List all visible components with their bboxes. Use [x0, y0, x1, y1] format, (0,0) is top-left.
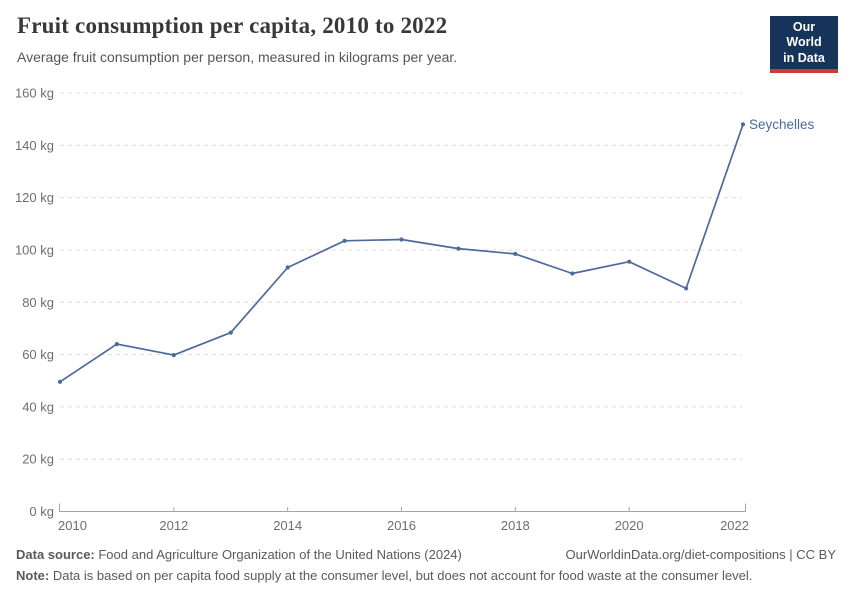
chart-header: Fruit consumption per capita, 2010 to 20…	[17, 13, 747, 65]
y-tick-label: 60 kg	[22, 347, 54, 362]
data-point	[228, 330, 233, 335]
x-tick-label: 2020	[615, 518, 644, 533]
data-source-value: Food and Agriculture Organization of the…	[94, 547, 462, 562]
note: Note: Data is based on per capita food s…	[16, 568, 752, 583]
data-point	[399, 237, 404, 242]
data-point	[570, 271, 575, 276]
data-point	[740, 122, 746, 127]
x-tick-label: 2018	[501, 518, 530, 533]
data-point	[171, 353, 176, 358]
data-line	[59, 123, 744, 383]
y-tick-label: 160 kg	[15, 86, 54, 101]
owid-logo-line1: Our World	[786, 20, 822, 50]
attribution-link[interactable]: OurWorldinData.org/diet-compositions | C…	[565, 547, 836, 562]
x-axis-line	[59, 503, 746, 512]
note-label: Note:	[16, 568, 50, 583]
x-tick-label: 2016	[387, 518, 416, 533]
x-tick-label: 2014	[273, 518, 302, 533]
data-point	[342, 238, 347, 243]
data-point	[114, 342, 119, 347]
fruit-consumption-line-chart: 0 kg 20 kg 40 kg 60 kg 80 kg 100 kg 120 kg 140 …	[15, 86, 815, 534]
data-point	[456, 246, 461, 251]
data-point	[513, 251, 518, 256]
data-point	[684, 286, 689, 291]
y-tick-label: 100 kg	[15, 242, 54, 257]
y-tick-label: 80 kg	[22, 295, 54, 310]
data-point	[57, 379, 63, 384]
y-tick-label: 140 kg	[15, 138, 54, 153]
data-point	[627, 259, 632, 264]
owid-logo: Our World in Data	[770, 16, 838, 73]
chart-footer: Data source: Food and Agriculture Organi…	[16, 547, 836, 584]
y-tick-label: 20 kg	[22, 452, 54, 467]
page-subtitle: Average fruit consumption per person, me…	[17, 49, 458, 65]
y-tick-label: 120 kg	[15, 190, 54, 205]
y-tick-label: 0 kg	[29, 504, 54, 519]
note-value: Data is based on per capita food supply …	[49, 568, 753, 583]
x-tick-label: 2022	[720, 518, 749, 533]
owid-logo-line2: in Data	[783, 50, 825, 65]
data-point	[285, 265, 290, 270]
page-title: Fruit consumption per capita, 2010 to 20…	[17, 13, 448, 38]
data-source: Data source: Food and Agriculture Organi…	[16, 547, 462, 563]
data-source-label: Data source:	[16, 547, 95, 562]
series-end-label: Seychelles	[749, 117, 815, 132]
y-tick-label: 40 kg	[22, 399, 54, 414]
x-tick-label: 2010	[58, 518, 87, 533]
x-tick-label: 2012	[159, 518, 188, 533]
